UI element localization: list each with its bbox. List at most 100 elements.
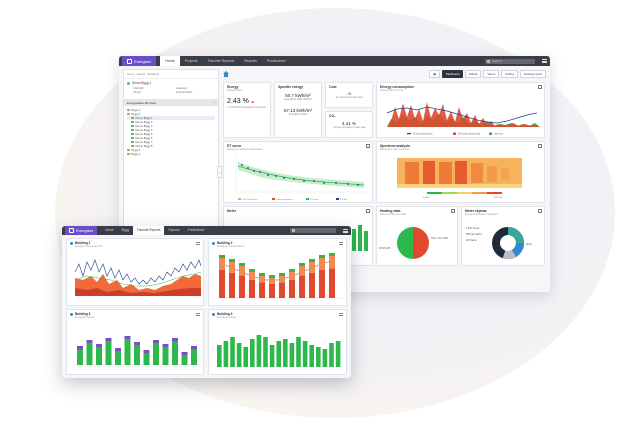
outdoor-temp-line: [386, 106, 538, 124]
bar: [181, 355, 188, 365]
building-icon: [131, 116, 134, 120]
settings-report-button[interactable]: Settings report: [519, 70, 546, 78]
card-subtitle: Energi siste 12 mnd: [380, 89, 403, 92]
energy-card[interactable]: Energy Energibruken 2.43 % ▲ + 1 579 kWh…: [223, 82, 271, 138]
green-line: [74, 271, 202, 287]
sidebar-section-header[interactable]: Energisalsen Bronsen ⌃: [124, 99, 218, 106]
tab-kjoling[interactable]: Kjoling: [501, 70, 518, 78]
tree-item[interactable]: Demo Bygg 6: [127, 136, 215, 140]
bar-cap: [153, 340, 159, 343]
stacked-bar-segment: [219, 258, 225, 270]
cost-card[interactable]: Cost -% -% compared to last year: [325, 82, 373, 108]
energy-consumption-chart: Energi distribusjon Elektrisk oppvarming…: [386, 102, 540, 136]
building-4-card[interactable]: Building 4 Energi per maned: [208, 309, 347, 375]
donut-label: 200 Varme: [466, 239, 478, 242]
search-icon: [487, 59, 490, 63]
grid-view-button[interactable]: ▦: [429, 70, 440, 78]
bar-cap: [124, 336, 131, 339]
hamburger-menu-icon[interactable]: [542, 59, 547, 63]
sidebar-collapse-handle[interactable]: ‹: [217, 166, 222, 178]
tree-item[interactable]: Bygg 1: [127, 108, 215, 112]
top-bar: Energiser Home Projects Favorite Reports…: [119, 56, 550, 66]
expand-icon[interactable]: [366, 144, 370, 148]
bar-cap: [86, 340, 93, 343]
stacked-bar-segment: [259, 276, 265, 283]
orange-area: [75, 274, 201, 296]
stacked-bar-segment: [239, 263, 245, 266]
pie-label: 45.58 kWh: [379, 247, 391, 250]
et-curve-card[interactable]: ET curve Energy vs outdoor temperature L…: [223, 141, 373, 203]
building-3-card[interactable]: Building 3 Energi per maned: [66, 309, 204, 375]
expand-icon[interactable]: [538, 209, 542, 213]
tree-item[interactable]: Demo Bygg 2: [127, 120, 215, 124]
co2-card[interactable]: CO₂ 4.41 % + 83 kg compared to last year: [325, 111, 373, 138]
card-title: ET curve: [227, 144, 242, 148]
nav-reports[interactable]: Reports: [168, 228, 180, 232]
building-2-card[interactable]: Building 2 Energi per maned siste ar: [208, 238, 347, 306]
search-input[interactable]: [290, 228, 336, 233]
nav-favorite-reports[interactable]: Favorite Reports: [207, 59, 235, 63]
tree-item[interactable]: Bygg 2: [127, 112, 215, 116]
tab-dashboard[interactable]: Dashboard: [441, 70, 464, 78]
bar: [77, 349, 83, 365]
meta-item: Avbrudd aktivt: [176, 91, 193, 94]
search-input[interactable]: Search: [485, 58, 535, 64]
nav-reports[interactable]: Reports: [244, 59, 257, 63]
home-icon[interactable]: [223, 71, 229, 77]
meter-donut-chart: 1 000 Tverss 500 Fjernvarme 200 Varme St…: [466, 227, 532, 259]
card-menu-icon[interactable]: [339, 313, 343, 316]
tree-item[interactable]: Demo Bygg 3: [127, 124, 215, 128]
tree-item[interactable]: Demo Bygg 1: [127, 116, 215, 120]
bar: [276, 341, 281, 367]
overlay-nav: Home Bygg Favorite Reports Reports Predi…: [101, 226, 208, 235]
pie-slice-red: [413, 227, 429, 259]
app-name: Energiser: [134, 58, 152, 64]
expand-icon[interactable]: [366, 209, 370, 213]
app-logo[interactable]: Energiser: [122, 56, 157, 66]
site-status-icon: [127, 81, 130, 85]
legend-label: Energi distribusjon: [413, 133, 433, 136]
hamburger-menu-icon[interactable]: [343, 228, 348, 233]
building-1-card[interactable]: Building 1 Energi per time siste mnd: [66, 238, 204, 306]
expand-icon[interactable]: [538, 144, 542, 148]
heating-data-card[interactable]: Heating data Varme fordelt per kilde 45.…: [376, 206, 458, 266]
energy-consumption-card[interactable]: Energy consumption Energi siste 12 mnd E…: [376, 82, 545, 138]
tree-item[interactable]: Demo Bygg 5: [127, 132, 215, 136]
stacked-bar-segment: [329, 253, 335, 256]
stacked-bar-segment: [299, 275, 305, 298]
nav-favorite-reports[interactable]: Favorite Reports: [132, 226, 165, 235]
card-menu-icon[interactable]: [339, 242, 343, 245]
nav-home[interactable]: Home: [160, 56, 180, 66]
expand-icon[interactable]: [538, 85, 542, 89]
stacked-bar-segment: [229, 262, 235, 273]
tree-item[interactable]: Bygg 3: [127, 148, 215, 152]
tree-item[interactable]: Demo Bygg 4: [127, 128, 215, 132]
spectrum-analysis-card[interactable]: Spectrum analysis Energi per time, siste…: [376, 141, 545, 203]
stacked-bar-segment: [319, 258, 325, 270]
nav-home[interactable]: Home: [105, 228, 114, 232]
bar: [134, 345, 140, 365]
stacked-bar-segment: [299, 263, 305, 266]
tree-item[interactable]: Demo Bygg 8: [127, 144, 215, 148]
site-name[interactable]: Demo Bygg 1: [127, 81, 215, 85]
nav-prediciamel[interactable]: Prediciamel: [266, 59, 286, 63]
tree-item[interactable]: Demo Bygg 7: [127, 140, 215, 144]
bar: [250, 339, 255, 367]
nav-projects[interactable]: Projects: [184, 59, 198, 63]
scale-min-label: 0 kWh: [423, 197, 430, 199]
meter-distribution-card[interactable]: Meter skjema Energi fordelt per malepunk…: [461, 206, 545, 266]
tab-varme[interactable]: Varme: [483, 70, 500, 78]
stacked-bar-segment: [289, 272, 295, 280]
bar-cap: [172, 338, 178, 341]
app-logo[interactable]: Energiser: [65, 226, 98, 235]
card-menu-icon[interactable]: [196, 313, 200, 316]
tree-item[interactable]: Bygg 4: [127, 152, 215, 156]
nav-bygg[interactable]: Bygg: [121, 228, 129, 232]
card-title: Meter: [227, 209, 237, 213]
card-menu-icon[interactable]: [196, 242, 200, 245]
tab-elkraft[interactable]: Elkraft: [465, 70, 482, 78]
specific-energy-card[interactable]: Specific energy 50.7 kWh/m² Energibruk 2…: [274, 82, 322, 138]
nav-prediciamel[interactable]: Prediciamel: [187, 228, 205, 232]
expand-icon[interactable]: [451, 209, 455, 213]
stacked-bar-segment: [289, 269, 295, 272]
